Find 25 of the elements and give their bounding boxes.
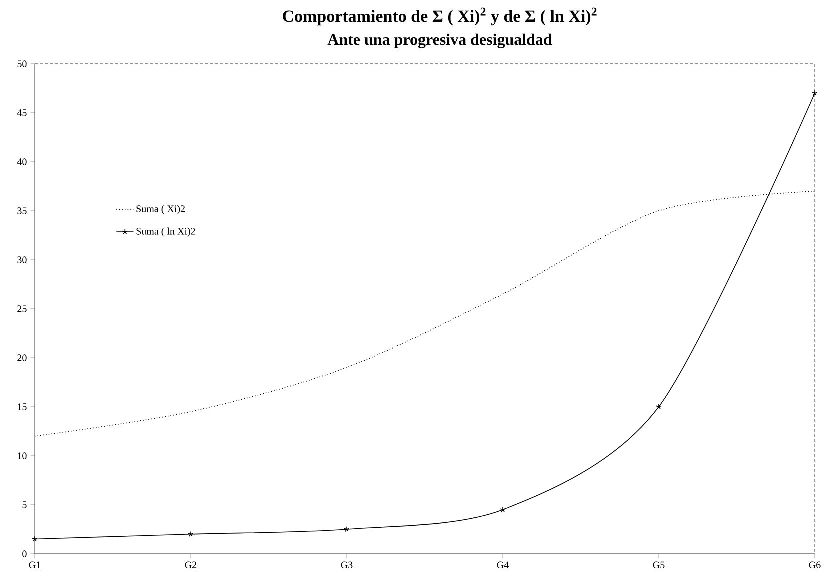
y-tick-label: 5 <box>22 502 27 508</box>
chart-subtitle: Ante una progresiva desigualdad <box>328 34 552 49</box>
x-tick-label: G2 <box>185 562 197 568</box>
y-tick-label: 25 <box>18 306 27 312</box>
legend-label: Suma ( ln Xi)2 <box>136 228 196 237</box>
y-tick-label: 35 <box>18 208 27 214</box>
y-tick-label: 45 <box>17 110 27 116</box>
legend-label: Suma ( Xi)2 <box>136 205 185 214</box>
y-tick-label: 15 <box>18 404 27 410</box>
y-tick-label: 40 <box>17 158 27 166</box>
y-tick-label: 20 <box>18 354 27 362</box>
y-tick-label: 0 <box>22 550 27 558</box>
x-tick-label: G6 <box>809 562 821 568</box>
chart-title: Comportamiento de Σ ( Xi)$^{2}$ y de Σ ( ln Xi)$^{2}$ <box>283 8 597 26</box>
point <box>344 526 350 532</box>
x-tick-label: G3 <box>341 562 353 568</box>
y-tick-label: 30 <box>18 256 27 264</box>
x-tick-label: G5 <box>653 562 665 568</box>
point <box>188 531 194 537</box>
x-tick-label: G1 <box>29 562 41 568</box>
x-tick-label: G4 <box>497 562 509 568</box>
y-tick-label: 10 <box>18 452 27 460</box>
point <box>500 506 506 512</box>
point <box>656 404 662 410</box>
y-tick-label: 50 <box>18 60 27 68</box>
